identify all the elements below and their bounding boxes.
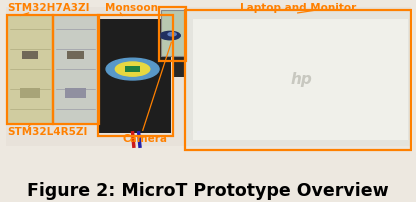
Bar [159,7,186,61]
Bar [193,19,408,140]
Circle shape [168,33,176,36]
Bar [65,88,86,98]
Bar [53,15,99,124]
Bar [67,52,84,59]
Text: Monsoon: Monsoon [105,3,158,13]
Bar [22,52,38,59]
Bar [99,19,171,133]
Circle shape [106,58,159,80]
Text: hp: hp [291,72,313,87]
Bar [8,15,52,123]
Circle shape [160,31,180,40]
Bar [125,66,140,72]
Text: STM32H7A3ZI: STM32H7A3ZI [7,3,90,13]
Bar [172,19,186,77]
Text: Laptop and Monitor: Laptop and Monitor [240,3,356,13]
Bar [185,11,411,149]
Bar [6,7,411,146]
Bar [7,15,53,124]
Bar [20,88,40,98]
Bar [186,11,410,146]
Bar [161,11,185,56]
Text: Camera: Camera [122,134,167,144]
Bar [54,15,97,123]
Circle shape [115,62,150,76]
Text: Figure 2: MicroT Prototype Overview: Figure 2: MicroT Prototype Overview [27,182,389,200]
Text: STM32L4R5ZI: STM32L4R5ZI [7,127,88,137]
Bar [98,15,173,136]
